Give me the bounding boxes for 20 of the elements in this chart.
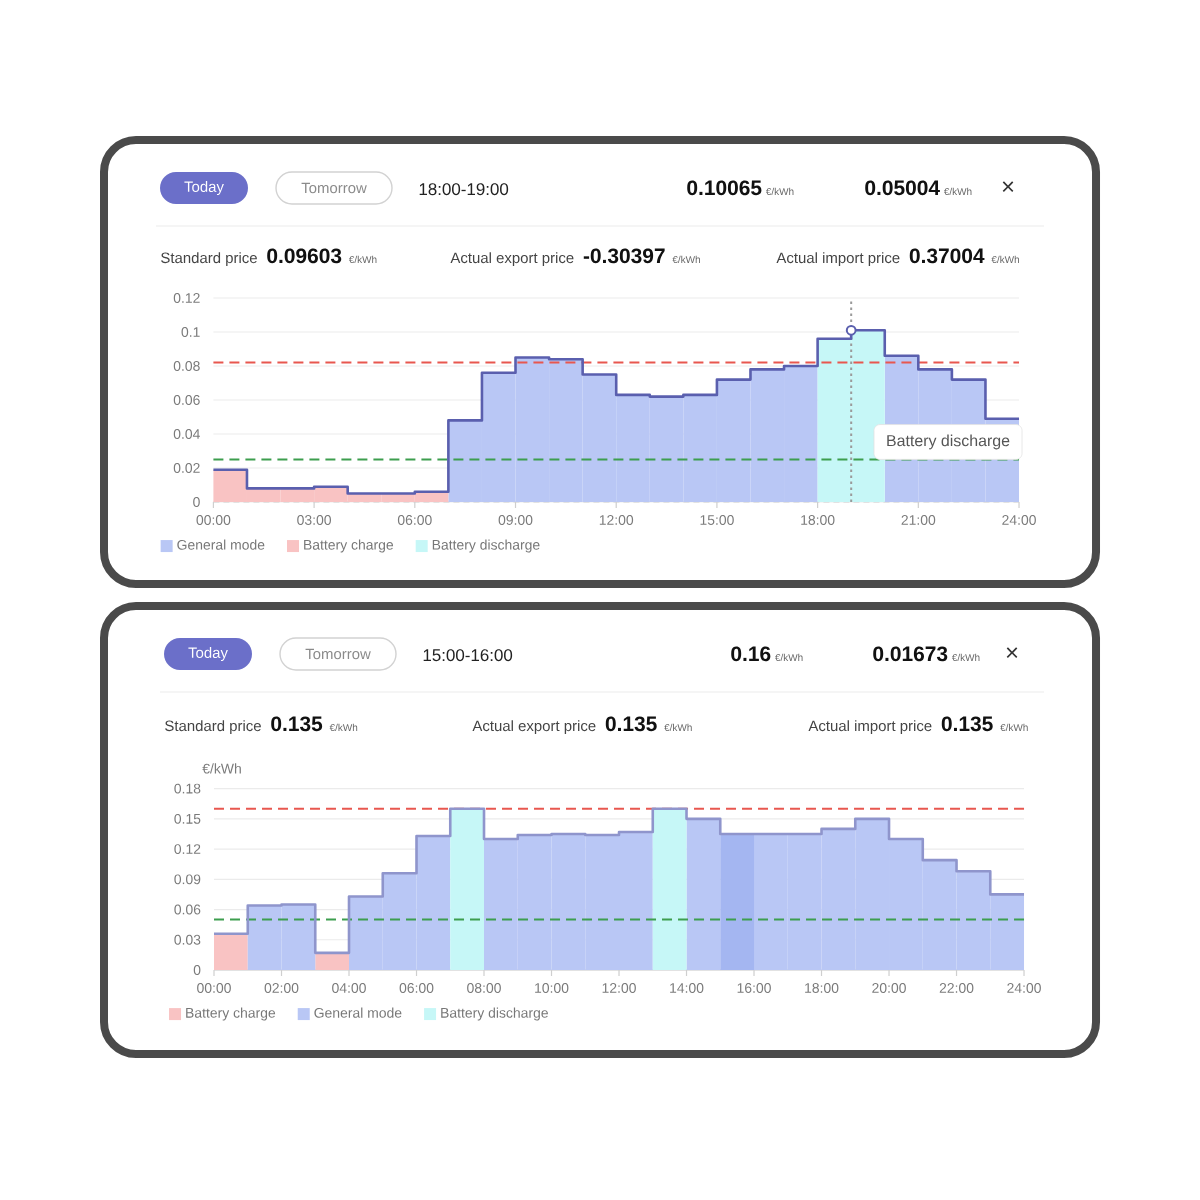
bar <box>315 952 350 970</box>
bar <box>686 818 721 970</box>
text: × <box>1002 181 1014 193</box>
text: 15:00-16:00 <box>423 649 513 662</box>
text: 0.09603 <box>267 248 342 264</box>
bar <box>720 833 755 970</box>
text: 0.135 <box>941 716 993 732</box>
text: 0.16 <box>731 646 771 662</box>
bar <box>450 808 485 970</box>
text: 0.05004 <box>865 180 940 196</box>
bar <box>214 933 248 970</box>
text: 0.01673 <box>873 646 948 662</box>
text: 0.37004 <box>909 248 985 264</box>
text: 0.135 <box>605 716 657 732</box>
text: 0.10065 <box>687 180 762 196</box>
text: 18:00-19:00 <box>419 183 509 196</box>
text: 0.135 <box>271 716 323 732</box>
text: -0.30397 <box>583 248 665 264</box>
bar <box>652 808 687 970</box>
text: × <box>1006 647 1018 659</box>
